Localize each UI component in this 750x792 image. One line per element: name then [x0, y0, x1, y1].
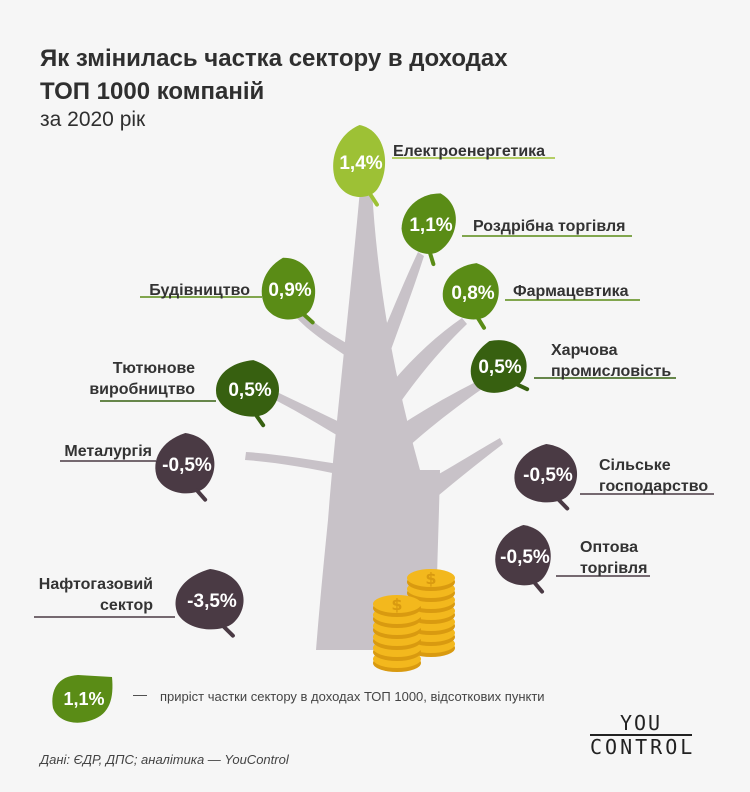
leaf-stem [367, 191, 379, 207]
legend-leaf: 1,1% [52, 675, 113, 723]
leaf-value-label: 0,5% [228, 380, 271, 401]
sector-label-construction: Будівництво [149, 282, 250, 299]
leaf-mark [495, 525, 551, 594]
leaf-value-label: -0,5% [500, 547, 550, 568]
sector-label-pharma: Фармацевтика [513, 283, 629, 300]
leaf-value-label: 0,8% [451, 283, 494, 304]
coin-face [373, 595, 421, 613]
sector-label-tobacco: Тютюнове виробництво [89, 360, 195, 398]
leaf-stem [475, 315, 486, 330]
leaf-shape [261, 257, 316, 320]
leaf-stem [427, 250, 436, 267]
leaf-shape [495, 525, 551, 586]
legend-text: приріст частки сектору в доходах ТОП 100… [160, 689, 545, 704]
legend-dash: — [133, 686, 147, 702]
leaf-stem [221, 624, 235, 638]
leaf-stem [254, 413, 266, 428]
leaf-mark [215, 360, 279, 428]
tree-trunk [245, 190, 503, 650]
sector-label-agriculture: Сільське господарство [599, 457, 709, 495]
sector-label-metallurgy: Металургія [64, 443, 152, 460]
youcontrol-logo: YOU CONTROL [590, 712, 692, 758]
leaf-stem [514, 382, 530, 392]
leaf-stem [301, 312, 315, 325]
leaf-value-label: -0,5% [162, 455, 212, 476]
title-line-1: Як змінилась частка сектору в доходах [40, 45, 508, 72]
leaf-mark [261, 257, 316, 325]
leaf-value-label: 1,1% [409, 215, 452, 236]
legend-leaf-value: 1,1% [63, 689, 104, 709]
leaf-value-label: -3,5% [187, 591, 237, 612]
coin-stack: $$ [373, 569, 455, 672]
leaf-shape [155, 433, 215, 494]
chart-subtitle: за 2020 рік [40, 108, 146, 131]
label-connectors [34, 157, 714, 618]
leaf-mark [470, 340, 530, 393]
leaf-mark [175, 569, 244, 638]
title-line-2: ТОП 1000 компаній [40, 78, 265, 105]
logo-line-1: YOU [619, 711, 663, 735]
leaf-stem [532, 580, 545, 594]
sector-label-wholesale: Оптова торгівля [580, 539, 648, 577]
leaf-mark [155, 433, 215, 502]
chart-title: Як змінилась частка сектору в доходах ТО… [40, 42, 600, 108]
sector-label-retail: Роздрібна торгівля [473, 218, 626, 235]
leaf-shape [442, 263, 499, 320]
sector-label-electro: Електроенергетика [393, 143, 546, 160]
leaf-mark [442, 263, 499, 330]
dollar-icon: $ [425, 569, 436, 588]
leaf-value-label: -0,5% [523, 465, 573, 486]
leaf-value-label: 0,5% [478, 357, 521, 378]
leaf-stem [556, 497, 570, 511]
leaf-mark [514, 444, 578, 511]
source-note: Дані: ЄДР, ДПС; аналітика — YouControl [40, 752, 289, 767]
sector-label-food: Харчова промисловість [551, 342, 672, 380]
logo-line-2: CONTROL [590, 734, 696, 759]
leaf-shape [514, 444, 578, 503]
leaf-shape [175, 569, 244, 630]
leaf-shape [215, 360, 279, 417]
leaf-mark [401, 193, 456, 267]
leaf-shape [470, 340, 527, 393]
sector-label-oilgas: Нафтогазовий сектор [38, 576, 153, 614]
leaf-stem [194, 488, 208, 502]
coin-face [407, 569, 455, 587]
leaves: 1,4% 1,1% 0,9% 0,8% 0,5% 0,5% -0,5% -0,5% -0,5% -… [155, 125, 578, 638]
leaf-value-label: 0,9% [268, 280, 311, 301]
dollar-icon: $ [391, 595, 402, 614]
leaf-value-label: 1,4% [339, 153, 382, 174]
leaf-shape [401, 193, 456, 254]
leaf-mark [333, 125, 386, 207]
leaf-shape [333, 125, 386, 198]
